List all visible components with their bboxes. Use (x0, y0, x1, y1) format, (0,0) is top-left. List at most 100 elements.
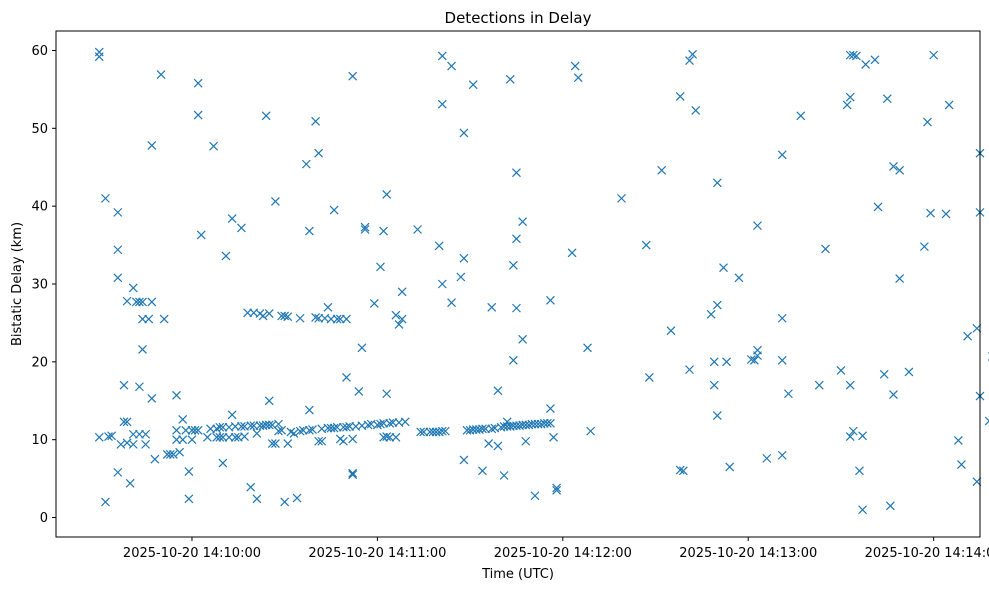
data-point (858, 505, 867, 515)
data-point (246, 482, 256, 492)
data-point (382, 432, 392, 442)
data-point (141, 439, 151, 449)
data-point (861, 60, 871, 69)
y-tick-label: 30 (31, 278, 48, 293)
data-point (135, 382, 144, 392)
data-point (107, 431, 117, 441)
data-point (135, 297, 144, 307)
data-point (796, 111, 806, 121)
data-point (156, 70, 166, 80)
data-point (122, 417, 132, 427)
data-point (478, 424, 487, 434)
x-axis-title: Time (UTC) (481, 567, 554, 582)
data-point (722, 357, 732, 367)
data-point (583, 343, 592, 353)
y-tick-label: 0 (40, 511, 48, 526)
y-axis-title: Bistatic Delay (km) (10, 222, 25, 346)
data-point (777, 355, 787, 365)
data-point (487, 302, 497, 312)
data-point (753, 351, 762, 361)
data-point (144, 314, 154, 324)
data-point (675, 465, 685, 475)
data-point (128, 283, 138, 293)
data-point (468, 80, 478, 90)
data-point (184, 494, 194, 504)
data-point (521, 436, 531, 446)
data-point (128, 439, 138, 449)
data-point (499, 471, 509, 480)
data-point (953, 436, 963, 445)
data-point (552, 485, 562, 495)
data-point (332, 314, 342, 324)
data-point (317, 436, 327, 446)
x-tick-label: 2025-10-20 14:10:00 (123, 546, 261, 561)
data-point (274, 419, 283, 429)
data-point (209, 141, 219, 151)
data-point (348, 71, 358, 81)
data-point (777, 150, 787, 160)
data-point (221, 251, 231, 261)
data-point (283, 439, 293, 449)
data-point (119, 417, 129, 427)
data-point (382, 190, 392, 199)
data-point (963, 331, 973, 341)
data-point (314, 436, 324, 446)
data-point (879, 369, 889, 379)
data-point (376, 419, 385, 429)
data-point (546, 295, 555, 305)
data-point (113, 245, 123, 255)
data-point (119, 380, 129, 390)
data-point (709, 380, 719, 390)
data-point (709, 357, 719, 367)
x-tick-label: 2025-10-20 14:13:00 (679, 546, 817, 561)
data-point (187, 435, 197, 445)
data-point (193, 425, 203, 435)
data-point (437, 99, 447, 109)
data-point (895, 274, 905, 283)
data-point (150, 454, 160, 464)
data-point (904, 367, 914, 377)
data-point (413, 225, 422, 234)
data-point (190, 425, 200, 435)
data-point (301, 159, 311, 169)
data-point (175, 447, 185, 457)
data-point (459, 455, 469, 465)
data-point (706, 309, 716, 319)
data-point (749, 355, 759, 365)
data-point (546, 418, 555, 428)
data-point (252, 429, 262, 438)
data-point (746, 355, 756, 364)
data-point (889, 390, 898, 399)
data-point (314, 148, 324, 158)
data-point (552, 483, 562, 493)
data-point (641, 240, 651, 250)
data-point (184, 467, 194, 477)
data-point (873, 202, 883, 212)
data-point (734, 273, 744, 283)
data-point (456, 272, 466, 282)
data-point (252, 494, 262, 504)
data-point (264, 420, 274, 430)
data-point (113, 273, 123, 283)
data-point (842, 100, 852, 110)
data-point (304, 405, 314, 415)
y-tick-label: 20 (31, 355, 48, 370)
data-point (675, 91, 685, 101)
data-point (357, 343, 367, 353)
data-point (753, 221, 762, 231)
data-point (845, 432, 855, 442)
data-point (508, 260, 518, 270)
data-point (94, 52, 104, 62)
data-point (113, 467, 123, 477)
data-point (342, 422, 351, 432)
data-point (329, 205, 339, 215)
data-point (258, 311, 268, 321)
data-point (218, 458, 228, 468)
y-tick-label: 60 (31, 44, 48, 59)
data-point (360, 222, 370, 232)
data-point (518, 217, 528, 227)
x-tick-label: 2025-10-20 14:11:00 (308, 546, 446, 561)
data-point (848, 50, 858, 60)
data-point (227, 214, 237, 224)
